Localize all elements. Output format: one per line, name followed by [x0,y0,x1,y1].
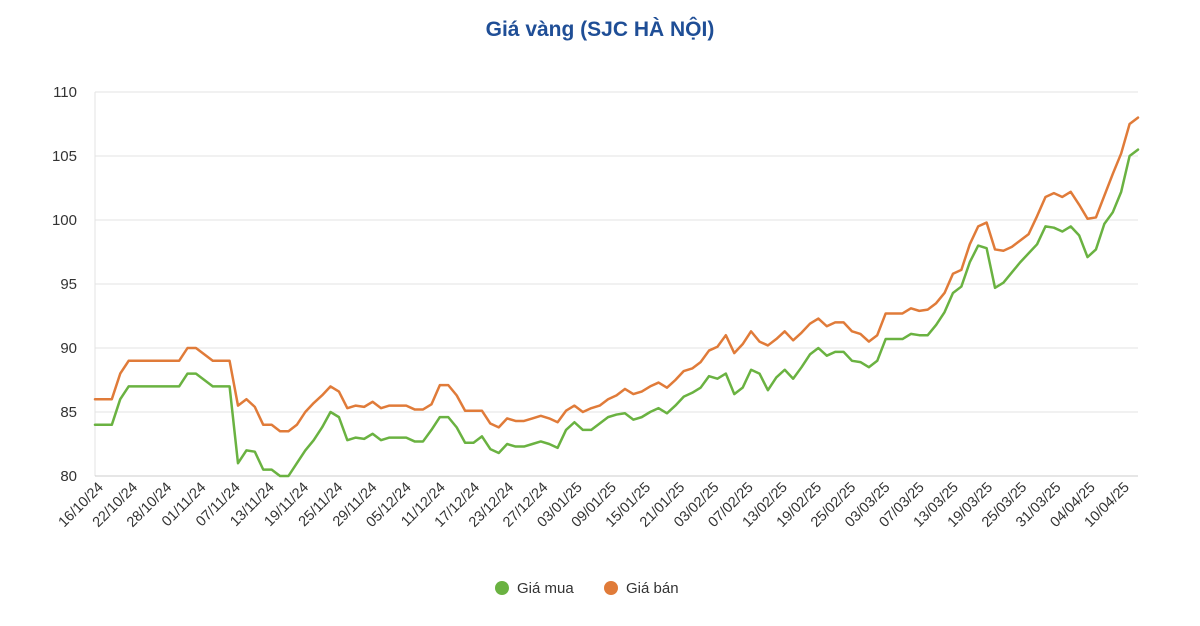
y-tick-label: 105 [52,148,77,165]
y-axis-ticks: 80 85 90 95 100 105 110 [52,84,77,485]
legend-label: Giá bán [626,580,679,597]
y-tick-label: 80 [60,468,77,485]
series-lines [93,116,1140,478]
series-line-1 [93,116,1140,433]
chart-title: Giá vàng (SJC HÀ NỘI) [485,18,715,41]
y-tick-label: 100 [52,212,77,229]
grid-lines [94,91,1138,477]
legend-label: Giá mua [517,580,574,597]
y-tick-label: 110 [53,84,77,101]
legend-marker [604,581,618,595]
series-line-0 [93,148,1140,478]
x-axis-ticks: 16/10/2422/10/2428/10/2401/11/2407/11/24… [56,480,1133,531]
legend[interactable]: Giá mua Giá bán [495,580,679,597]
y-tick-label: 85 [60,404,77,421]
y-tick-label: 90 [60,340,77,357]
legend-marker [495,581,509,595]
y-tick-label: 95 [60,276,77,293]
legend-item-1[interactable]: Giá bán [604,580,679,597]
legend-item-0[interactable]: Giá mua [495,580,574,597]
